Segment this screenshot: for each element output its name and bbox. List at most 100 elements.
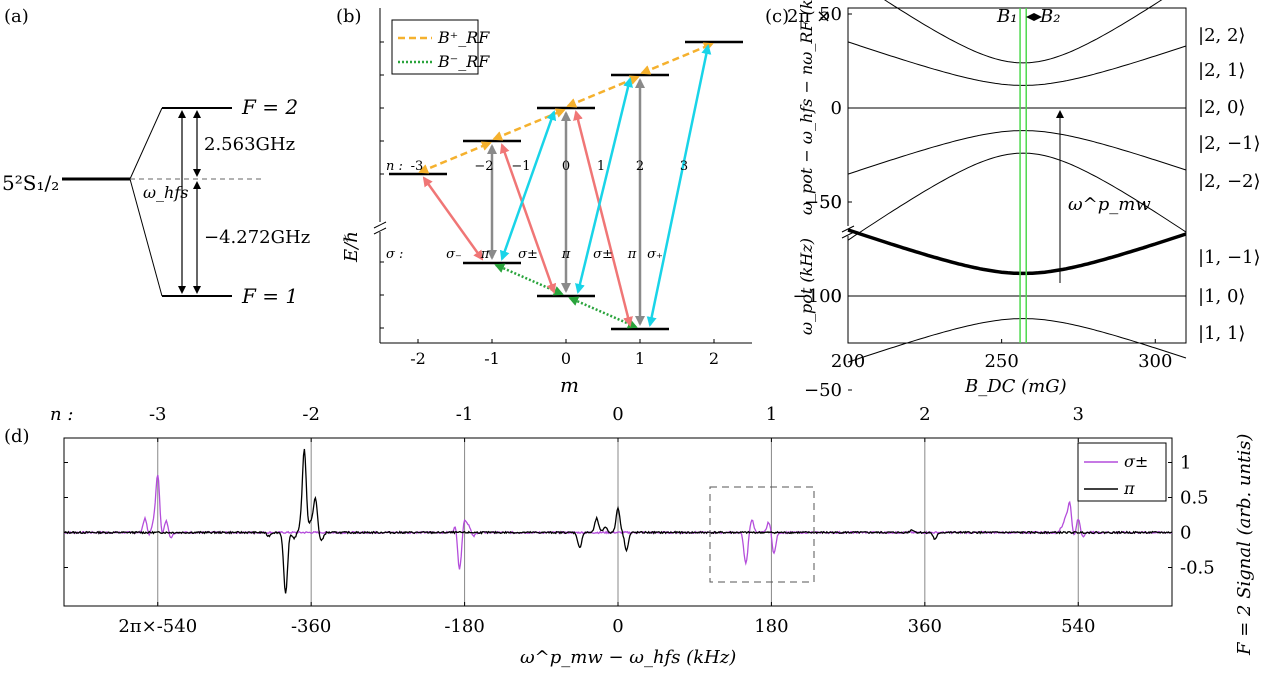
sigma-red-arrow xyxy=(573,110,633,327)
sigma-red-arrow xyxy=(422,176,484,261)
sigma-cyan-arrow xyxy=(646,44,712,327)
f2-label: F = 2 xyxy=(241,95,298,119)
panel-c-ytick-label: 50 xyxy=(819,192,842,213)
panel-c-xlabel: B_DC (mG) xyxy=(964,376,1067,397)
panel-b-xtick-label: 0 xyxy=(561,349,571,368)
rf-plus-arrow xyxy=(640,42,714,75)
upper-gap-label: 2.563GHz xyxy=(204,134,295,155)
panel-d-legend: σ± π xyxy=(1077,442,1167,502)
panel-d-n-label: 0 xyxy=(612,404,623,425)
panel-label-d: (d) xyxy=(4,426,30,447)
panel-b-legend: B⁺_RF B⁻_RF xyxy=(391,19,490,75)
panel-c-xtick-label: 200 xyxy=(831,351,865,372)
state-label: |2, 0⟩ xyxy=(1198,97,1245,118)
panel-d-xtick-label: 540 xyxy=(1061,616,1095,637)
panel-d-xtick-label: 2π×-540 xyxy=(118,616,197,637)
curve-2-m1 xyxy=(847,130,1187,175)
panel-d-ytick-label: 0.5 xyxy=(1180,488,1209,509)
lower-gap-label: −4.272GHz xyxy=(204,227,310,248)
panel-c-prefix: 2π × xyxy=(787,6,831,27)
panel-b-sigma-label: σ₊ xyxy=(647,247,663,262)
panel-c-xtick-label: 250 xyxy=(984,351,1018,372)
panel-b-n-label: −1 xyxy=(511,159,530,174)
curve-1-1 xyxy=(847,318,1187,363)
panel-d: (d) n : -3 2π×-540 -2 -360 -1 -180 0 0 1 180 2 360 3… xyxy=(4,404,1255,668)
curve-2-m2 xyxy=(847,152,1187,241)
panel-d-n-label: -3 xyxy=(149,404,167,425)
panel-b-xtick-label: 1 xyxy=(635,349,645,368)
panel-b-n-label: −2 xyxy=(474,159,493,174)
state-label: |2, −2⟩ xyxy=(1198,171,1261,192)
panel-b-xlabel: m xyxy=(560,373,579,397)
panel-b-sigma-label: π xyxy=(480,247,490,262)
ground-state-label: 5²S₁/₂ xyxy=(2,171,59,195)
panel-a: (a) 5²S₁/₂ F = 2 F = 1 ω_hfs 2.563GHz −4… xyxy=(2,6,310,308)
panel-label-b: (b) xyxy=(336,6,362,27)
panel-d-xlabel: ω^p_mw − ω_hfs (kHz) xyxy=(520,647,736,668)
panel-c-ytick-label: −50 xyxy=(804,192,842,213)
panel-d-n-label: 3 xyxy=(1073,404,1084,425)
legend-sigma-pm: σ± xyxy=(1124,452,1148,471)
legend-rf-minus: B⁻_RF xyxy=(437,52,490,71)
rf-plus-arrow xyxy=(418,141,492,174)
panel-b-sigma-label: σ± xyxy=(593,247,613,262)
sigma-cyan-arrow xyxy=(575,77,633,294)
panel-d-n-label: -2 xyxy=(302,404,320,425)
panel-d-ytick-label: 0 xyxy=(1180,523,1191,544)
panel-d-xtick-label: -180 xyxy=(444,616,484,637)
panel-b-n-prefix: n : xyxy=(386,159,403,174)
state-label: |2, 2⟩ xyxy=(1198,25,1245,46)
panel-d-n-label: 2 xyxy=(919,404,930,425)
panel-c-xtick-label: 300 xyxy=(1138,351,1172,372)
panel-c-ytick-label: −100 xyxy=(793,286,842,307)
panel-b-ylabel: E/ℏ xyxy=(341,231,362,263)
panel-c-ytick-label: 0 xyxy=(831,98,842,119)
omega-mw-label: ω^p_mw xyxy=(1068,194,1151,215)
panel-d-xtick-label: -360 xyxy=(291,616,331,637)
curve-2-2 xyxy=(883,0,1163,64)
panel-b-sigma-label: π xyxy=(627,247,637,262)
b1-label: B₁ xyxy=(996,6,1017,27)
state-label: |1, 1⟩ xyxy=(1198,323,1245,344)
state-label: |1, −1⟩ xyxy=(1198,247,1261,268)
panel-c-bottom-ylabel: ω_pot (kHz) xyxy=(797,238,816,335)
sigma-cyan-arrow xyxy=(499,110,557,261)
panel-label-c: (c) xyxy=(765,6,789,27)
panel-b: (b) -2 -1 0 1 2 E/ℏ m B⁺_RF B⁻_RF n : -3 −2 −1 0… xyxy=(336,6,752,397)
curve-2-1 xyxy=(847,41,1187,86)
panel-d-ytick-label: -0.5 xyxy=(1180,558,1215,579)
sigma-pm-trace xyxy=(63,474,1173,570)
panel-b-xtick-label: 2 xyxy=(709,349,719,368)
pi-trace xyxy=(63,448,1173,594)
panel-d-n-label: 1 xyxy=(766,404,777,425)
legend-pi: π xyxy=(1123,479,1135,498)
panel-d-ylabel: F = 2 Signal (arb. untis) xyxy=(1234,434,1255,656)
panel-b-n-label: -3 xyxy=(411,159,424,174)
panel-d-xtick-label: 360 xyxy=(908,616,942,637)
panel-b-n-label: 1 xyxy=(597,159,605,174)
panel-c-ytick-label: −50 xyxy=(804,380,842,401)
panel-b-n-label: 0 xyxy=(562,159,570,174)
panel-b-sigma-label: σ₋ xyxy=(446,247,462,262)
panel-b-xtick-label: -2 xyxy=(410,349,426,368)
legend-rf-plus: B⁺_RF xyxy=(437,28,490,47)
curve-1-m1 xyxy=(847,228,1187,276)
panel-b-sigma-label: π xyxy=(561,247,571,262)
panel-d-xtick-label: 180 xyxy=(754,616,788,637)
state-label: |1, 0⟩ xyxy=(1198,286,1245,307)
panel-b-sigma-label: σ± xyxy=(518,247,538,262)
panel-c-ytick-label: 0 xyxy=(831,286,842,307)
panel-d-n-prefix: n : xyxy=(50,404,73,425)
panel-b-n-label: 2 xyxy=(636,159,644,174)
panel-label-a: (a) xyxy=(4,6,29,27)
f1-label: F = 1 xyxy=(241,284,298,308)
panel-c-ytick-label: 50 xyxy=(819,4,842,25)
hfs-label: ω_hfs xyxy=(143,183,188,202)
zoom-box xyxy=(709,486,815,583)
state-label: |2, 1⟩ xyxy=(1198,60,1245,81)
panel-d-ytick-label: 1 xyxy=(1180,453,1191,474)
panel-b-n-label: 3 xyxy=(680,159,688,174)
b2-label: B₂ xyxy=(1039,6,1060,27)
